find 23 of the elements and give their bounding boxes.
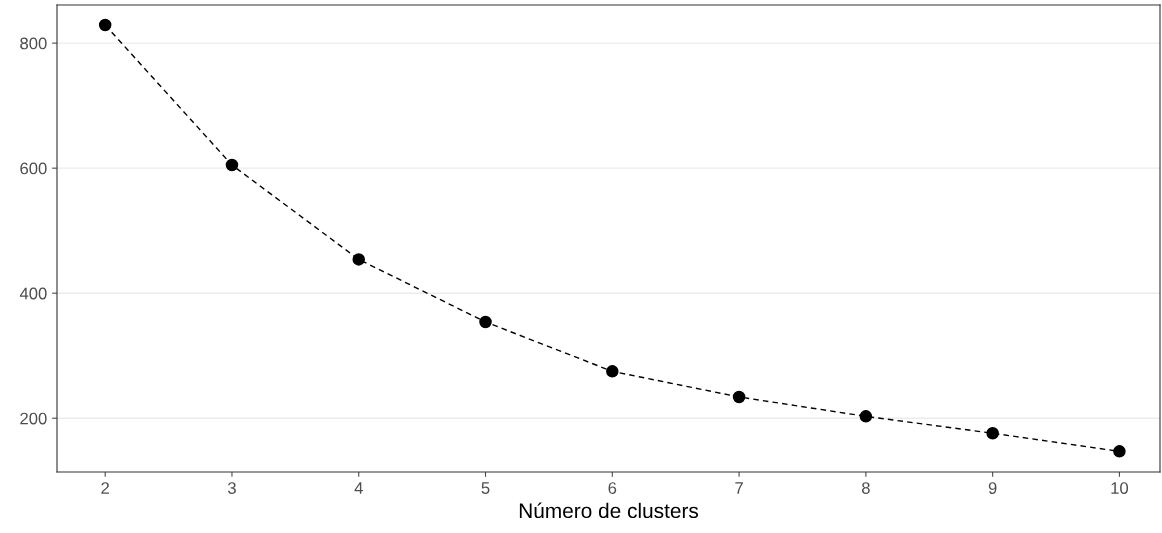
x-tick-label: 8 xyxy=(861,482,870,494)
point xyxy=(1113,445,1126,458)
point xyxy=(225,158,239,172)
point xyxy=(98,18,112,32)
y-tick-label: 800 xyxy=(20,37,47,50)
point xyxy=(986,426,999,440)
x-tick-label: 3 xyxy=(227,482,236,494)
x-tick-label: 2 xyxy=(101,482,109,494)
x-axis-title: Número de clusters xyxy=(519,502,699,519)
point xyxy=(479,315,492,329)
point xyxy=(352,253,365,266)
x-tick-label: 5 xyxy=(481,482,490,494)
x-tick-label: 7 xyxy=(735,482,743,494)
x-tick-label: 4 xyxy=(354,482,363,494)
point xyxy=(859,410,873,423)
x-tick-label: 6 xyxy=(608,482,617,494)
x-tick-label: 9 xyxy=(988,482,997,494)
x-tick-label: 10 xyxy=(1111,482,1129,494)
y-tick-label: 400 xyxy=(19,287,47,300)
y-tick-label: 600 xyxy=(20,162,47,175)
point xyxy=(732,390,746,404)
y-tick-label: 200 xyxy=(20,412,47,425)
point xyxy=(606,365,619,378)
